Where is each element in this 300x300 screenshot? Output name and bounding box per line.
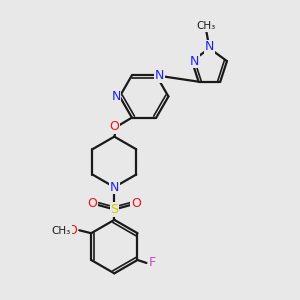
- Text: O: O: [68, 224, 77, 237]
- Text: F: F: [149, 256, 156, 269]
- Text: N: N: [110, 181, 119, 194]
- Text: CH₃: CH₃: [52, 226, 71, 236]
- Text: S: S: [110, 203, 118, 216]
- Text: N: N: [155, 69, 164, 82]
- Text: N: N: [205, 40, 214, 53]
- Text: CH₃: CH₃: [197, 21, 216, 31]
- Text: O: O: [88, 197, 98, 210]
- Text: N: N: [190, 55, 200, 68]
- Text: O: O: [131, 197, 141, 210]
- Text: O: O: [110, 120, 120, 133]
- Text: N: N: [111, 90, 121, 103]
